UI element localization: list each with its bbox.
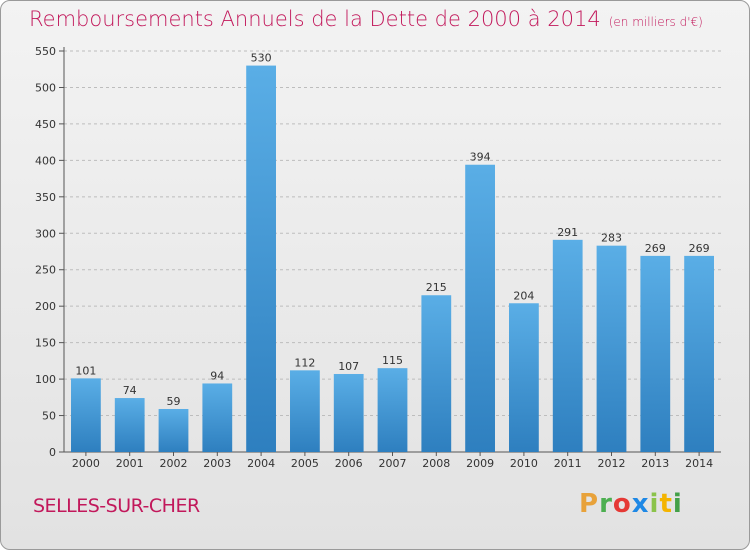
y-tick-label: 300 — [35, 227, 56, 240]
y-tick-label: 50 — [42, 410, 56, 423]
x-tick-label-2009: 2009 — [466, 457, 494, 470]
data-label-2014: 269 — [689, 242, 710, 255]
x-tick-label-2014: 2014 — [685, 457, 713, 470]
y-tick-label: 450 — [35, 118, 56, 131]
x-tick-label-2006: 2006 — [335, 457, 363, 470]
chart-unit-note: (en milliers d'€) — [608, 15, 703, 29]
y-tick-label: 350 — [35, 191, 56, 204]
x-tick-label-2004: 2004 — [247, 457, 275, 470]
chart-title-text: Remboursements Annuels de la Dette de 20… — [29, 7, 601, 31]
bar-2009[interactable] — [465, 164, 495, 453]
data-label-2001: 74 — [123, 384, 137, 397]
bar-2007[interactable] — [377, 368, 408, 452]
x-tick-label-2010: 2010 — [510, 457, 538, 470]
y-tick-label: 400 — [35, 154, 56, 167]
data-label-2000: 101 — [75, 364, 96, 377]
logo-letter: r — [599, 489, 613, 519]
bar-2010[interactable] — [509, 303, 539, 452]
y-tick-label: 150 — [35, 337, 56, 350]
data-label-2012: 283 — [601, 232, 622, 245]
x-tick-label-2007: 2007 — [379, 457, 407, 470]
x-tick-label-2012: 2012 — [598, 457, 626, 470]
bar-2005[interactable] — [290, 370, 320, 452]
x-tick-label-2011: 2011 — [554, 457, 582, 470]
x-tick-label-2001: 2001 — [116, 457, 144, 470]
data-label-2010: 204 — [513, 289, 534, 302]
x-tick-label-2008: 2008 — [422, 457, 450, 470]
x-tick-label-2002: 2002 — [160, 457, 188, 470]
y-tick-label: 500 — [35, 81, 56, 94]
proxiti-logo[interactable]: Proxiti — [579, 489, 683, 519]
data-label-2013: 269 — [645, 242, 666, 255]
logo-letter: i — [672, 489, 683, 519]
x-tick-label-2003: 2003 — [203, 457, 231, 470]
chart-title: Remboursements Annuels de la Dette de 20… — [29, 7, 703, 31]
data-label-2006: 107 — [338, 360, 359, 373]
bars — [71, 65, 714, 453]
bar-2013[interactable] — [640, 255, 671, 452]
y-tick-label: 0 — [49, 446, 56, 459]
logo-letter: i — [649, 489, 660, 519]
labels: 101 2000 74 2001 59 2002 94 2003 530 2004 112 2005 1… — [72, 52, 713, 470]
logo-letter: x — [631, 489, 650, 519]
y-tick-label: 100 — [35, 373, 56, 386]
data-label-2007: 115 — [382, 354, 403, 367]
data-label-2008: 215 — [426, 281, 447, 294]
bar-2011[interactable] — [552, 239, 583, 452]
x-tick-label-2013: 2013 — [641, 457, 669, 470]
data-label-2004: 530 — [251, 52, 272, 65]
bar-2014[interactable] — [684, 255, 714, 452]
data-label-2011: 291 — [557, 226, 578, 239]
bar-2002[interactable] — [158, 408, 189, 452]
bar-2008[interactable] — [421, 295, 452, 452]
logo-letter: o — [612, 489, 632, 519]
data-label-2003: 94 — [210, 369, 224, 382]
y-tick-label: 550 — [35, 45, 56, 58]
bar-2006[interactable] — [333, 373, 364, 452]
x-tick-label-2000: 2000 — [72, 457, 100, 470]
logo-letter: P — [579, 489, 600, 519]
y-tick-label: 250 — [35, 264, 56, 277]
bar-2000[interactable] — [71, 378, 101, 452]
data-label-2009: 394 — [470, 151, 491, 164]
bar-2012[interactable] — [596, 245, 627, 452]
bar-2004[interactable] — [246, 65, 276, 452]
y-tick-label: 200 — [35, 300, 56, 313]
commune-name: SELLES-SUR-CHER — [33, 495, 200, 517]
data-label-2002: 59 — [167, 395, 181, 408]
logo-letter: t — [659, 489, 673, 519]
bar-2001[interactable] — [114, 398, 145, 452]
bar-2003[interactable] — [202, 383, 233, 452]
x-tick-label-2005: 2005 — [291, 457, 319, 470]
data-label-2005: 112 — [294, 356, 315, 369]
